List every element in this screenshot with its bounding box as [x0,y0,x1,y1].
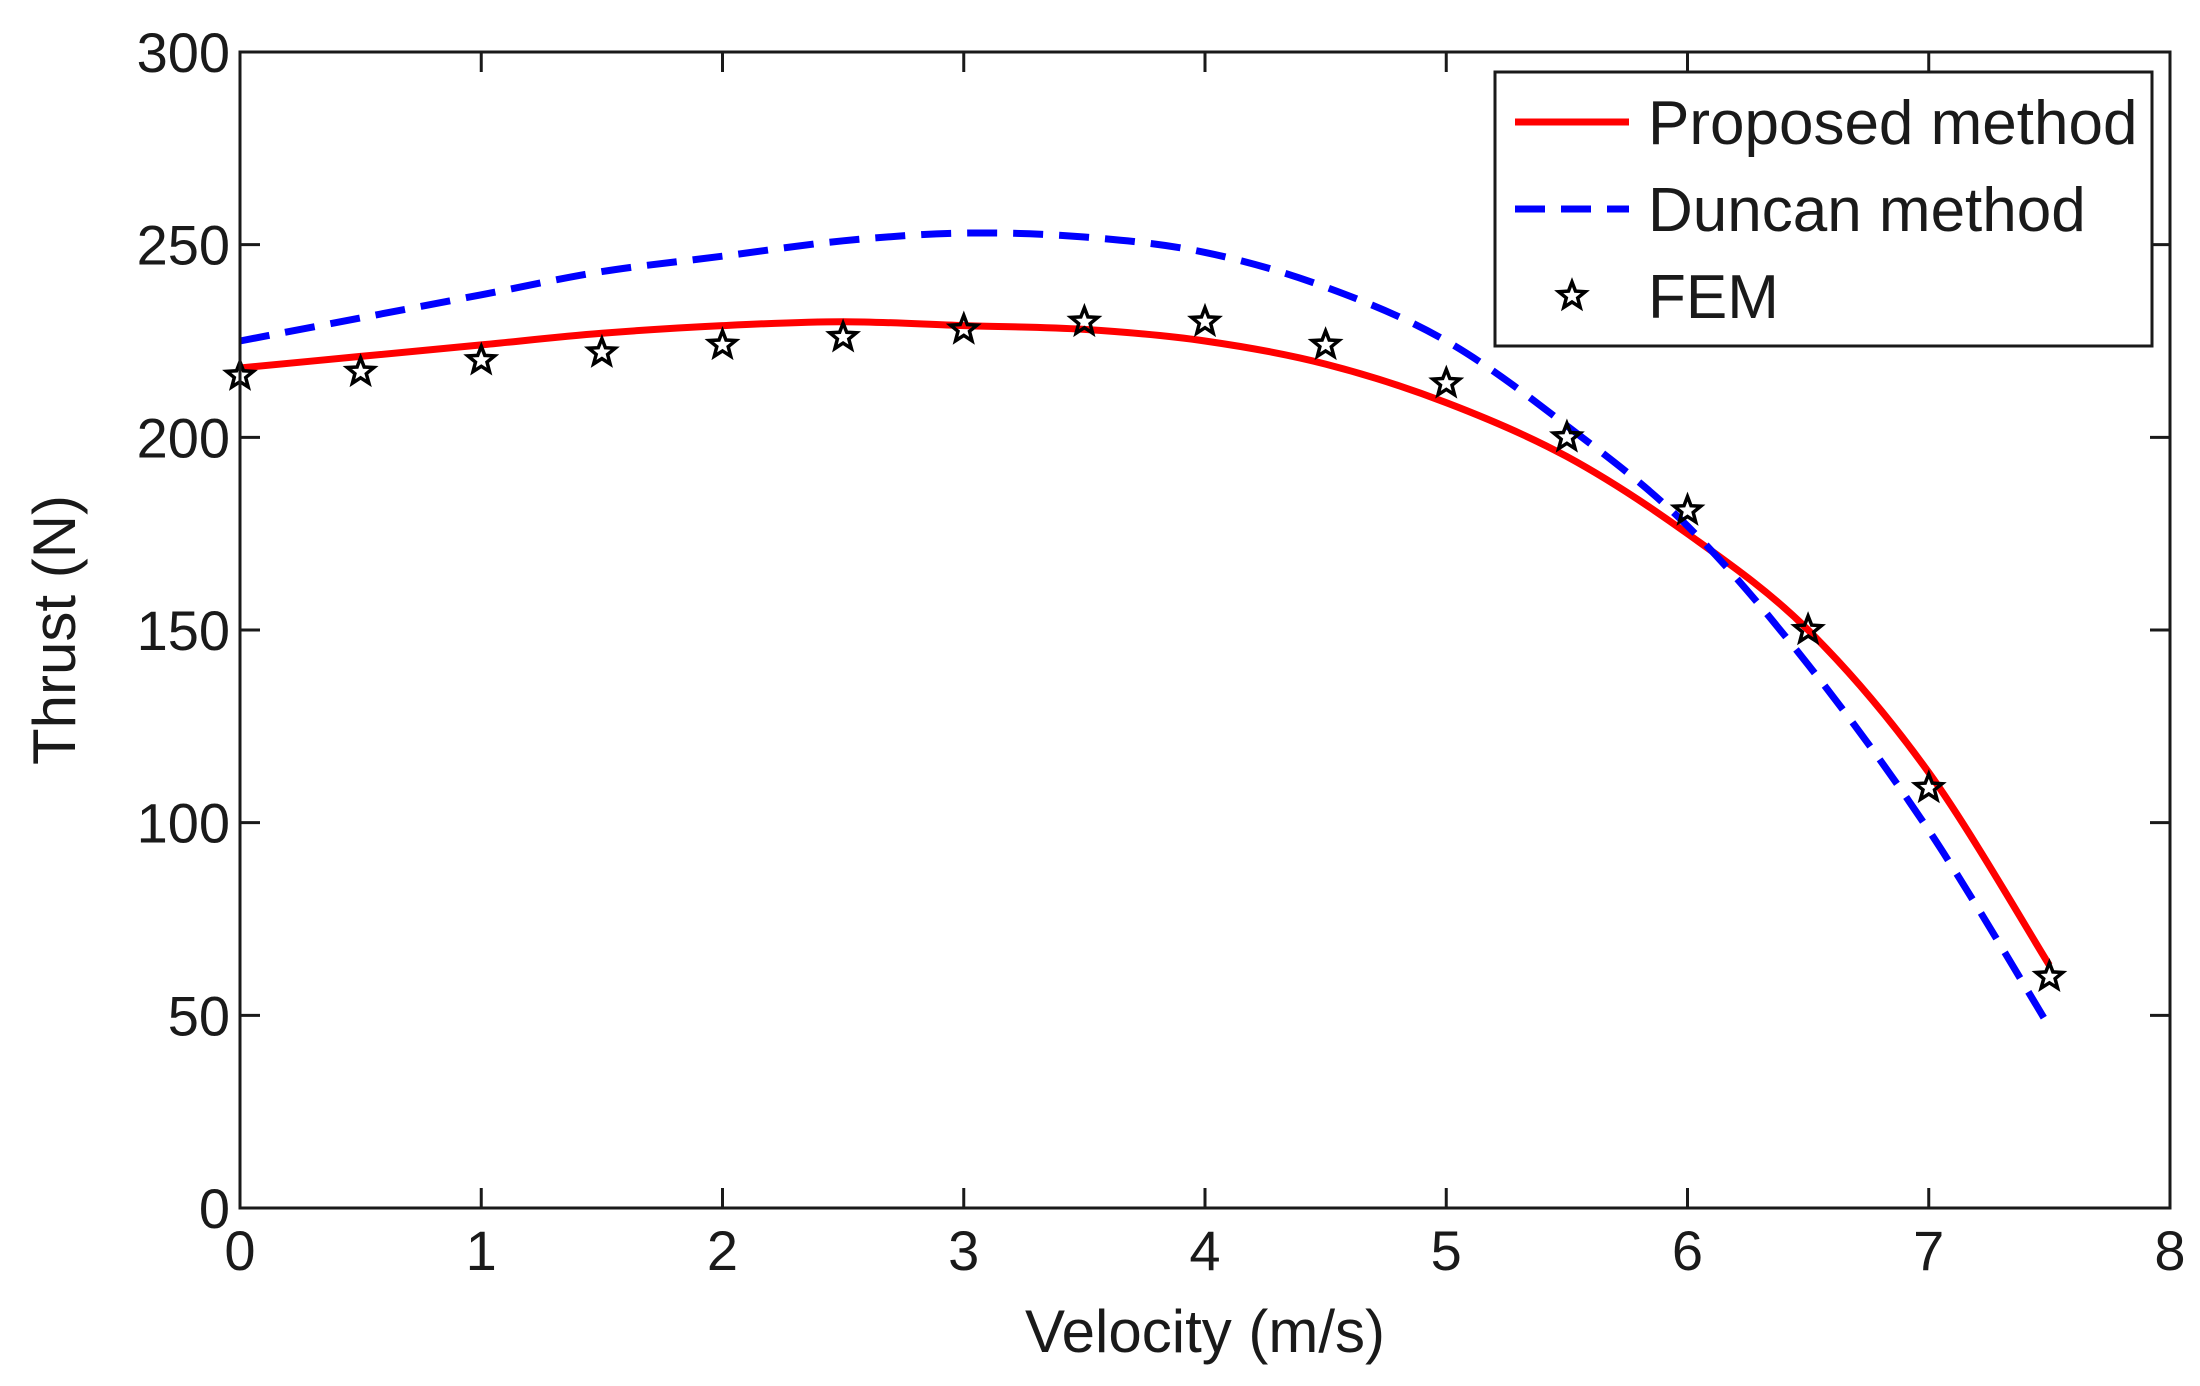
y-tick-label: 200 [137,406,230,469]
x-tick-label: 3 [948,1219,979,1282]
fem-point [704,326,741,361]
legend-label-proposed-method: Proposed method [1648,89,2137,158]
fem-point [1066,302,1103,338]
fem-point [945,310,982,345]
legend-box [1493,70,2154,348]
x-tick-label: 8 [2154,1219,2185,1282]
legend-swatch-fem [1554,277,1590,312]
fem-point [1187,302,1223,338]
fem-point [342,352,379,388]
fem-point [1790,611,1826,646]
y-axis-label: Thrust (N) [21,495,88,765]
x-tick-label: 5 [1431,1219,1462,1282]
x-tick-label: 7 [1913,1219,1944,1282]
fem-point [583,333,620,368]
y-tick-label: 250 [137,214,230,277]
legend: Proposed method Duncan method FEM [1493,70,2154,348]
fem-point [1669,491,1706,526]
fem-point [1548,418,1585,453]
series-layer [222,229,2068,1029]
legend-label-fem: FEM [1648,263,1779,332]
x-tick-label: 6 [1672,1219,1703,1282]
y-tick-label: 50 [168,984,230,1047]
fem-point [1307,326,1344,361]
y-tick-label: 0 [199,1177,230,1240]
fem-point [463,341,500,376]
fem-point [1910,769,1947,804]
fem-point [2031,957,2068,993]
fem-point [825,318,862,353]
x-tick-label: 2 [707,1219,738,1282]
fem-point [1428,364,1465,399]
ticks-layer: 0 1 2 3 4 5 6 7 8 0 50 100 150 200 250 300 [137,21,2186,1282]
y-tick-label: 150 [137,599,230,662]
x-tick-label: 1 [466,1219,497,1282]
x-axis-label: Velocity (m/s) [1025,1298,1385,1365]
x-tick-label: 0 [224,1219,255,1282]
duncan-method-line [239,229,2053,1029]
x-tick-label: 4 [1189,1219,1220,1282]
y-tick-label: 100 [137,792,230,855]
legend-label-duncan-method: Duncan method [1648,176,2086,245]
y-tick-label: 300 [137,21,230,84]
